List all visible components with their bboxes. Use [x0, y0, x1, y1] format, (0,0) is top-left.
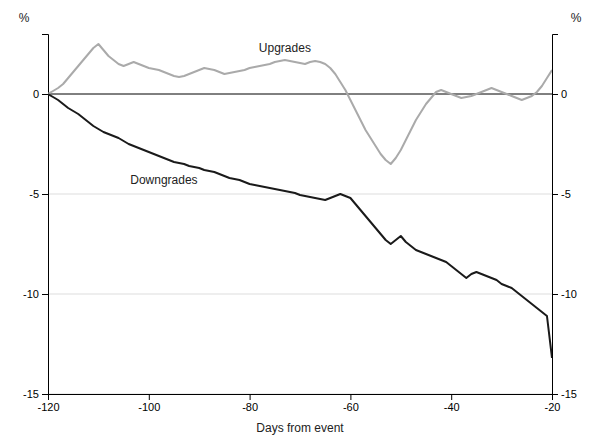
tick-mark — [552, 294, 558, 295]
grid — [48, 94, 552, 394]
series-line — [48, 44, 552, 164]
tick-label: -40 — [444, 401, 460, 413]
tick-label: -120 — [37, 401, 59, 413]
x-axis: -120 -100 -80 -60 -40 -20 — [37, 394, 560, 413]
tick: -60 — [343, 394, 359, 413]
tick-mark — [149, 394, 150, 400]
tick-label: -80 — [242, 401, 258, 413]
tick-mark — [42, 394, 48, 395]
tick: -120 — [37, 394, 59, 413]
series-labels: Upgrades Downgrades — [130, 41, 311, 187]
tick-label: -10 — [561, 288, 577, 300]
tick: -10 — [23, 288, 48, 300]
tick: -15 — [552, 388, 577, 400]
tick-mark — [42, 94, 48, 95]
y2-axis-title: % — [571, 11, 582, 25]
tick: -20 — [545, 394, 561, 413]
series-line — [48, 94, 552, 358]
tick-mark — [250, 394, 251, 400]
tick-label: -15 — [23, 388, 39, 400]
tick-label: -5 — [29, 188, 39, 200]
tick: 0 — [33, 88, 48, 100]
x-axis-line — [49, 395, 553, 401]
tick-label: -15 — [561, 388, 577, 400]
tick-label: 0 — [33, 88, 39, 100]
y2-axis-line — [553, 35, 559, 395]
tick-label: -100 — [138, 401, 160, 413]
chart-container: -120-100-80-60-40-20-15-10-50-15-10-50Up… — [0, 0, 600, 442]
tick-label: -10 — [23, 288, 39, 300]
lines — [48, 44, 552, 358]
tick-mark — [552, 394, 558, 395]
tick: -5 — [552, 188, 571, 200]
tick-label: -60 — [343, 401, 359, 413]
tick-label: -20 — [545, 401, 561, 413]
grid-line — [48, 294, 552, 295]
x-axis-title: Days from event — [256, 421, 344, 435]
y2-axis: -15 -10 -5 0 — [552, 35, 577, 401]
tick-label: -5 — [561, 188, 571, 200]
tick-mark — [350, 394, 351, 400]
tick-label: 0 — [561, 88, 567, 100]
tick: -10 — [552, 288, 577, 300]
tick-mark — [42, 294, 48, 295]
plot: -120-100-80-60-40-20-15-10-50-15-10-50Up… — [19, 11, 582, 435]
y-axis-line — [42, 35, 49, 395]
y-axis-title: % — [19, 11, 30, 25]
tick: -80 — [242, 394, 258, 413]
series-label: Downgrades — [130, 173, 197, 187]
tick-mark — [552, 194, 558, 195]
tick: -5 — [29, 188, 48, 200]
series-label: Upgrades — [259, 41, 311, 55]
tick: -15 — [23, 388, 48, 400]
tick-mark — [451, 394, 452, 400]
y-axis: -15 -10 -5 0 — [23, 35, 48, 401]
chart: -120-100-80-60-40-20-15-10-50-15-10-50Up… — [0, 0, 600, 442]
tick-mark — [552, 94, 558, 95]
tick-mark — [42, 194, 48, 195]
tick: 0 — [552, 88, 567, 100]
tick: -100 — [138, 394, 160, 413]
tick: -40 — [444, 394, 460, 413]
